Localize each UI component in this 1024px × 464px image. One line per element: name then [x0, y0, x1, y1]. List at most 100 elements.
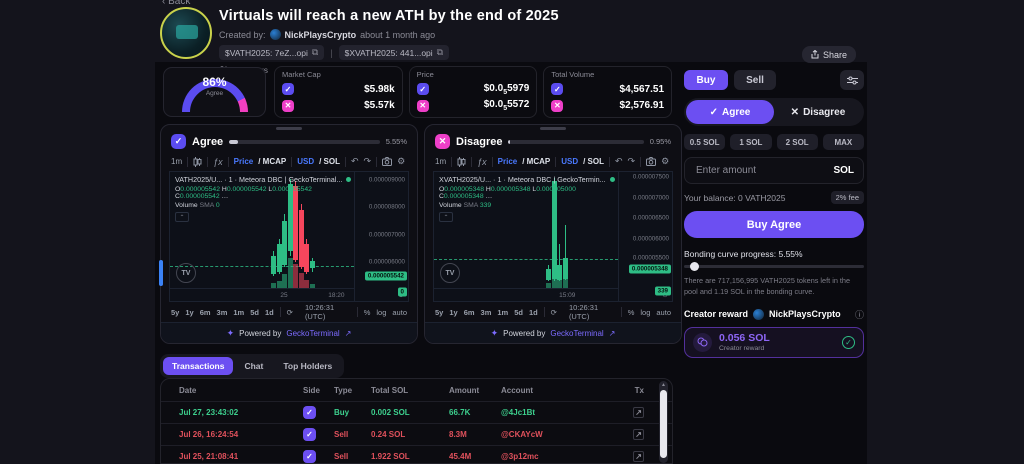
tab-buy[interactable]: Buy [684, 70, 728, 90]
indicators-icon[interactable]: ƒx [477, 156, 487, 167]
log-scale-button[interactable]: log [640, 307, 651, 317]
account-link[interactable]: @4Jc1Bt [501, 408, 536, 417]
scroll-up-icon[interactable]: ▲ [661, 382, 666, 388]
back-link[interactable]: ‹ Back [162, 0, 191, 7]
disagree-option[interactable]: ✕ Disagree [790, 106, 846, 118]
preset-amount-button[interactable]: MAX [822, 134, 864, 150]
usd-toggle[interactable]: USD [297, 157, 315, 166]
slider-knob[interactable] [689, 262, 699, 271]
chart-clock[interactable]: 10:26:31 (UTC) [568, 303, 599, 321]
account-link[interactable]: @3p12mc [501, 452, 539, 461]
range-button[interactable]: 5d [250, 307, 259, 317]
tradingview-logo[interactable]: TV [176, 263, 196, 283]
tab-chat[interactable]: Chat [244, 361, 264, 371]
indicators-icon[interactable]: ƒx [213, 156, 223, 167]
range-button[interactable]: 5y [435, 307, 444, 317]
buy-agree-button[interactable]: Buy Agree [684, 211, 864, 238]
table-row[interactable]: Jul 26, 16:24:54 ✓ Sell 0.24 SOL 8.3M @CKAYcW… [161, 423, 672, 445]
time-axis[interactable]: 25 18:20 [170, 288, 354, 301]
percent-scale-button[interactable]: % [627, 307, 635, 317]
token-badge-vath[interactable]: $VATH2025: 7eZ...opi ⧉ [219, 45, 325, 60]
creator-name[interactable]: NickPlaysCrypto [284, 29, 357, 40]
undo-icon[interactable]: ↶ [615, 156, 623, 166]
range-button[interactable]: 1y [185, 307, 194, 317]
copy-icon[interactable]: ⧉ [311, 47, 319, 57]
collapse-button[interactable]: ⌃ [439, 212, 453, 222]
collapse-button[interactable]: ⌃ [175, 212, 189, 222]
auto-scale-button[interactable]: auto [392, 307, 407, 317]
mcap-toggle[interactable]: / MCAP [522, 157, 551, 166]
go-to-date-icon[interactable]: ⟳ [550, 307, 557, 317]
range-button[interactable]: 1m [497, 307, 509, 317]
resize-handle[interactable] [540, 127, 566, 130]
gear-icon[interactable]: ⚙ [661, 156, 670, 166]
redo-icon[interactable]: ↷ [627, 156, 636, 166]
camera-icon[interactable] [646, 157, 657, 166]
token-badge-xvath[interactable]: $XVATH2025: 441...opi ⧉ [338, 45, 450, 60]
geckoterminal-link[interactable]: GeckoTerminal [550, 328, 604, 338]
slippage-settings-button[interactable] [840, 70, 864, 90]
undo-icon[interactable]: ↶ [351, 156, 359, 166]
mcap-toggle[interactable]: / MCAP [258, 157, 287, 166]
axis-settings-icon[interactable]: ⊙ [662, 292, 668, 299]
range-button[interactable]: 1y [449, 307, 458, 317]
tab-transactions[interactable]: Transactions [163, 357, 234, 375]
info-icon[interactable]: ⓘ [854, 309, 864, 320]
agree-option[interactable]: ✓ Agree [686, 100, 774, 124]
range-button[interactable]: 5d [514, 307, 523, 317]
table-row[interactable]: Jul 27, 23:43:02 ✓ Buy 0.002 SOL 66.7K @4Jc1B… [161, 401, 672, 423]
preset-amount-button[interactable]: 0.5 SOL [684, 134, 726, 150]
log-scale-button[interactable]: log [376, 307, 387, 317]
range-button[interactable]: 3m [480, 307, 492, 317]
price-toggle[interactable]: Price [233, 157, 254, 166]
share-button[interactable]: Share [802, 46, 857, 63]
price-axis[interactable]: ⊙ 0.000007500 0.000007000 0.000006500 0.0000… [618, 172, 672, 301]
time-axis[interactable]: 15:09 [434, 288, 618, 301]
tx-external-link-icon[interactable]: ↗ [633, 451, 644, 462]
candles-icon[interactable] [193, 156, 202, 167]
preset-amount-button[interactable]: 2 SOL [776, 134, 818, 150]
range-button[interactable]: 1d [264, 307, 274, 317]
interval-button[interactable]: 1m [435, 157, 447, 166]
chart-pane[interactable]: XVATH2025/U... · 1 · Meteora DBC | Gecko… [433, 171, 673, 302]
sol-toggle[interactable]: / SOL [583, 157, 604, 166]
bonding-curve-slider[interactable] [684, 262, 864, 271]
redo-icon[interactable]: ↷ [363, 156, 372, 166]
range-button[interactable]: 1d [528, 307, 538, 317]
chart-clock[interactable]: 10:26:31 (UTC) [304, 303, 335, 321]
tx-external-link-icon[interactable]: ↗ [633, 429, 644, 440]
range-button[interactable]: 3m [216, 307, 228, 317]
range-button[interactable]: 6m [199, 307, 211, 317]
tab-sell[interactable]: Sell [734, 70, 776, 90]
range-button[interactable]: 6m [463, 307, 475, 317]
sol-toggle[interactable]: / SOL [319, 157, 340, 166]
chart-pane[interactable]: VATH2025/U... · 1 · Meteora DBC | GeckoT… [169, 171, 409, 302]
range-button[interactable]: 5y [171, 307, 180, 317]
tx-external-link-icon[interactable]: ↗ [633, 407, 644, 418]
resize-handle[interactable] [276, 127, 302, 130]
gear-icon[interactable]: ⚙ [397, 156, 406, 166]
geckoterminal-link[interactable]: GeckoTerminal [286, 328, 340, 338]
interval-button[interactable]: 1m [171, 157, 183, 166]
scroll-indicator[interactable] [159, 260, 163, 286]
price-axis[interactable]: ⊙0.0000090000.0000080000.0000070000.0000… [354, 172, 408, 301]
table-row[interactable]: Jul 25, 21:08:41 ✓ Sell 1.922 SOL 45.4M @3p12… [161, 445, 672, 463]
usd-toggle[interactable]: USD [561, 157, 579, 166]
tradingview-logo[interactable]: TV [440, 263, 460, 283]
go-to-date-icon[interactable]: ⟳ [286, 307, 293, 317]
amount-input[interactable] [694, 164, 834, 177]
percent-scale-button[interactable]: % [363, 307, 371, 317]
range-button[interactable]: 1m [233, 307, 245, 317]
scrollbar-thumb[interactable] [660, 390, 667, 458]
copy-icon[interactable]: ⧉ [436, 47, 444, 57]
camera-icon[interactable] [382, 157, 393, 166]
candles-icon[interactable] [457, 156, 466, 167]
preset-amount-button[interactable]: 1 SOL [730, 134, 772, 150]
price-toggle[interactable]: Price [497, 157, 518, 166]
creator-name[interactable]: NickPlaysCrypto [769, 309, 841, 320]
gauge-percent: 86% [202, 75, 227, 89]
account-link[interactable]: @CKAYcW [501, 430, 543, 439]
auto-scale-button[interactable]: auto [656, 307, 671, 317]
tab-top-holders[interactable]: Top Holders [283, 361, 333, 371]
table-scrollbar[interactable]: ▲ [659, 381, 668, 463]
